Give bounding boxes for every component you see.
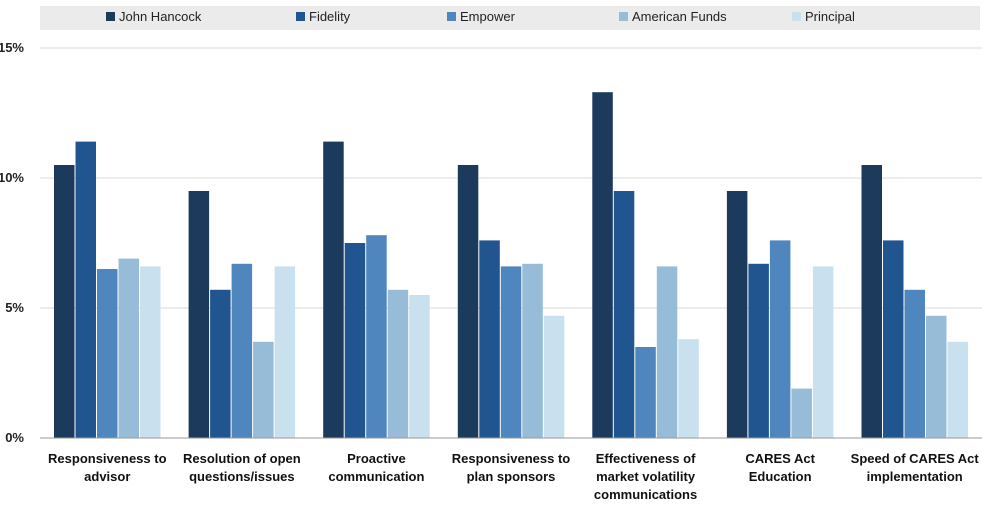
bar xyxy=(118,258,139,438)
legend-label: American Funds xyxy=(632,9,727,24)
legend-swatch xyxy=(792,12,801,21)
bar xyxy=(656,266,678,438)
bar xyxy=(726,191,748,438)
bar xyxy=(592,92,613,438)
bar xyxy=(500,266,522,438)
bar xyxy=(883,240,904,438)
bar xyxy=(635,347,656,438)
legend-swatch xyxy=(106,12,115,21)
x-tick-label: Responsiveness to plan sponsors xyxy=(452,451,571,484)
y-tick-label: 10% xyxy=(0,170,24,185)
bar xyxy=(210,289,231,438)
legend: John Hancock Fidelity Empower American Fund… xyxy=(106,9,855,24)
bar xyxy=(75,141,96,438)
legend-label: Principal xyxy=(805,9,855,24)
bar xyxy=(748,263,769,438)
bar xyxy=(253,341,274,438)
bar xyxy=(409,295,430,438)
bar xyxy=(861,165,882,438)
legend-label: Fidelity xyxy=(309,9,351,24)
y-tick-label: 15% xyxy=(0,40,24,55)
legend-swatch xyxy=(447,12,456,21)
y-tick-label: 0% xyxy=(5,430,24,445)
x-tick-label: Speed of CARES Act implementation xyxy=(851,451,980,484)
bar xyxy=(457,165,479,438)
x-tick-label: Proactive communication xyxy=(328,451,424,484)
bar xyxy=(791,388,812,438)
bar xyxy=(97,269,118,438)
bar xyxy=(522,263,543,438)
bar xyxy=(274,266,296,438)
bar xyxy=(904,289,925,438)
bar xyxy=(323,141,344,438)
bar xyxy=(366,235,387,438)
x-tick-label: CARES Act Education xyxy=(745,451,815,484)
x-tick-label: Resolution of open questions/issues xyxy=(183,451,301,484)
legend-label: Empower xyxy=(460,9,516,24)
bar xyxy=(678,339,699,438)
bar xyxy=(812,266,834,438)
bar xyxy=(54,165,75,438)
bar xyxy=(188,191,210,438)
bar xyxy=(613,191,635,438)
legend-swatch xyxy=(619,12,628,21)
legend-label: John Hancock xyxy=(119,9,202,24)
bar xyxy=(769,240,791,438)
y-tick-label: 5% xyxy=(5,300,24,315)
bar xyxy=(231,263,253,438)
legend-background xyxy=(40,6,980,30)
x-tick-label: Responsiveness to advisor xyxy=(48,451,167,484)
bars xyxy=(54,92,968,438)
x-tick-label: Effectiveness of market volatility communi… xyxy=(594,451,697,502)
y-axis-ticks: 0% 5% 10% 15% xyxy=(0,40,24,445)
bar xyxy=(344,243,366,438)
legend-swatch xyxy=(296,12,305,21)
bar xyxy=(947,341,968,438)
bar xyxy=(387,289,409,438)
bar xyxy=(926,315,947,438)
bar xyxy=(543,315,565,438)
bar xyxy=(140,266,161,438)
bar xyxy=(479,240,500,438)
x-axis-category-labels: Responsiveness to advisor Resolution of op… xyxy=(48,451,979,502)
